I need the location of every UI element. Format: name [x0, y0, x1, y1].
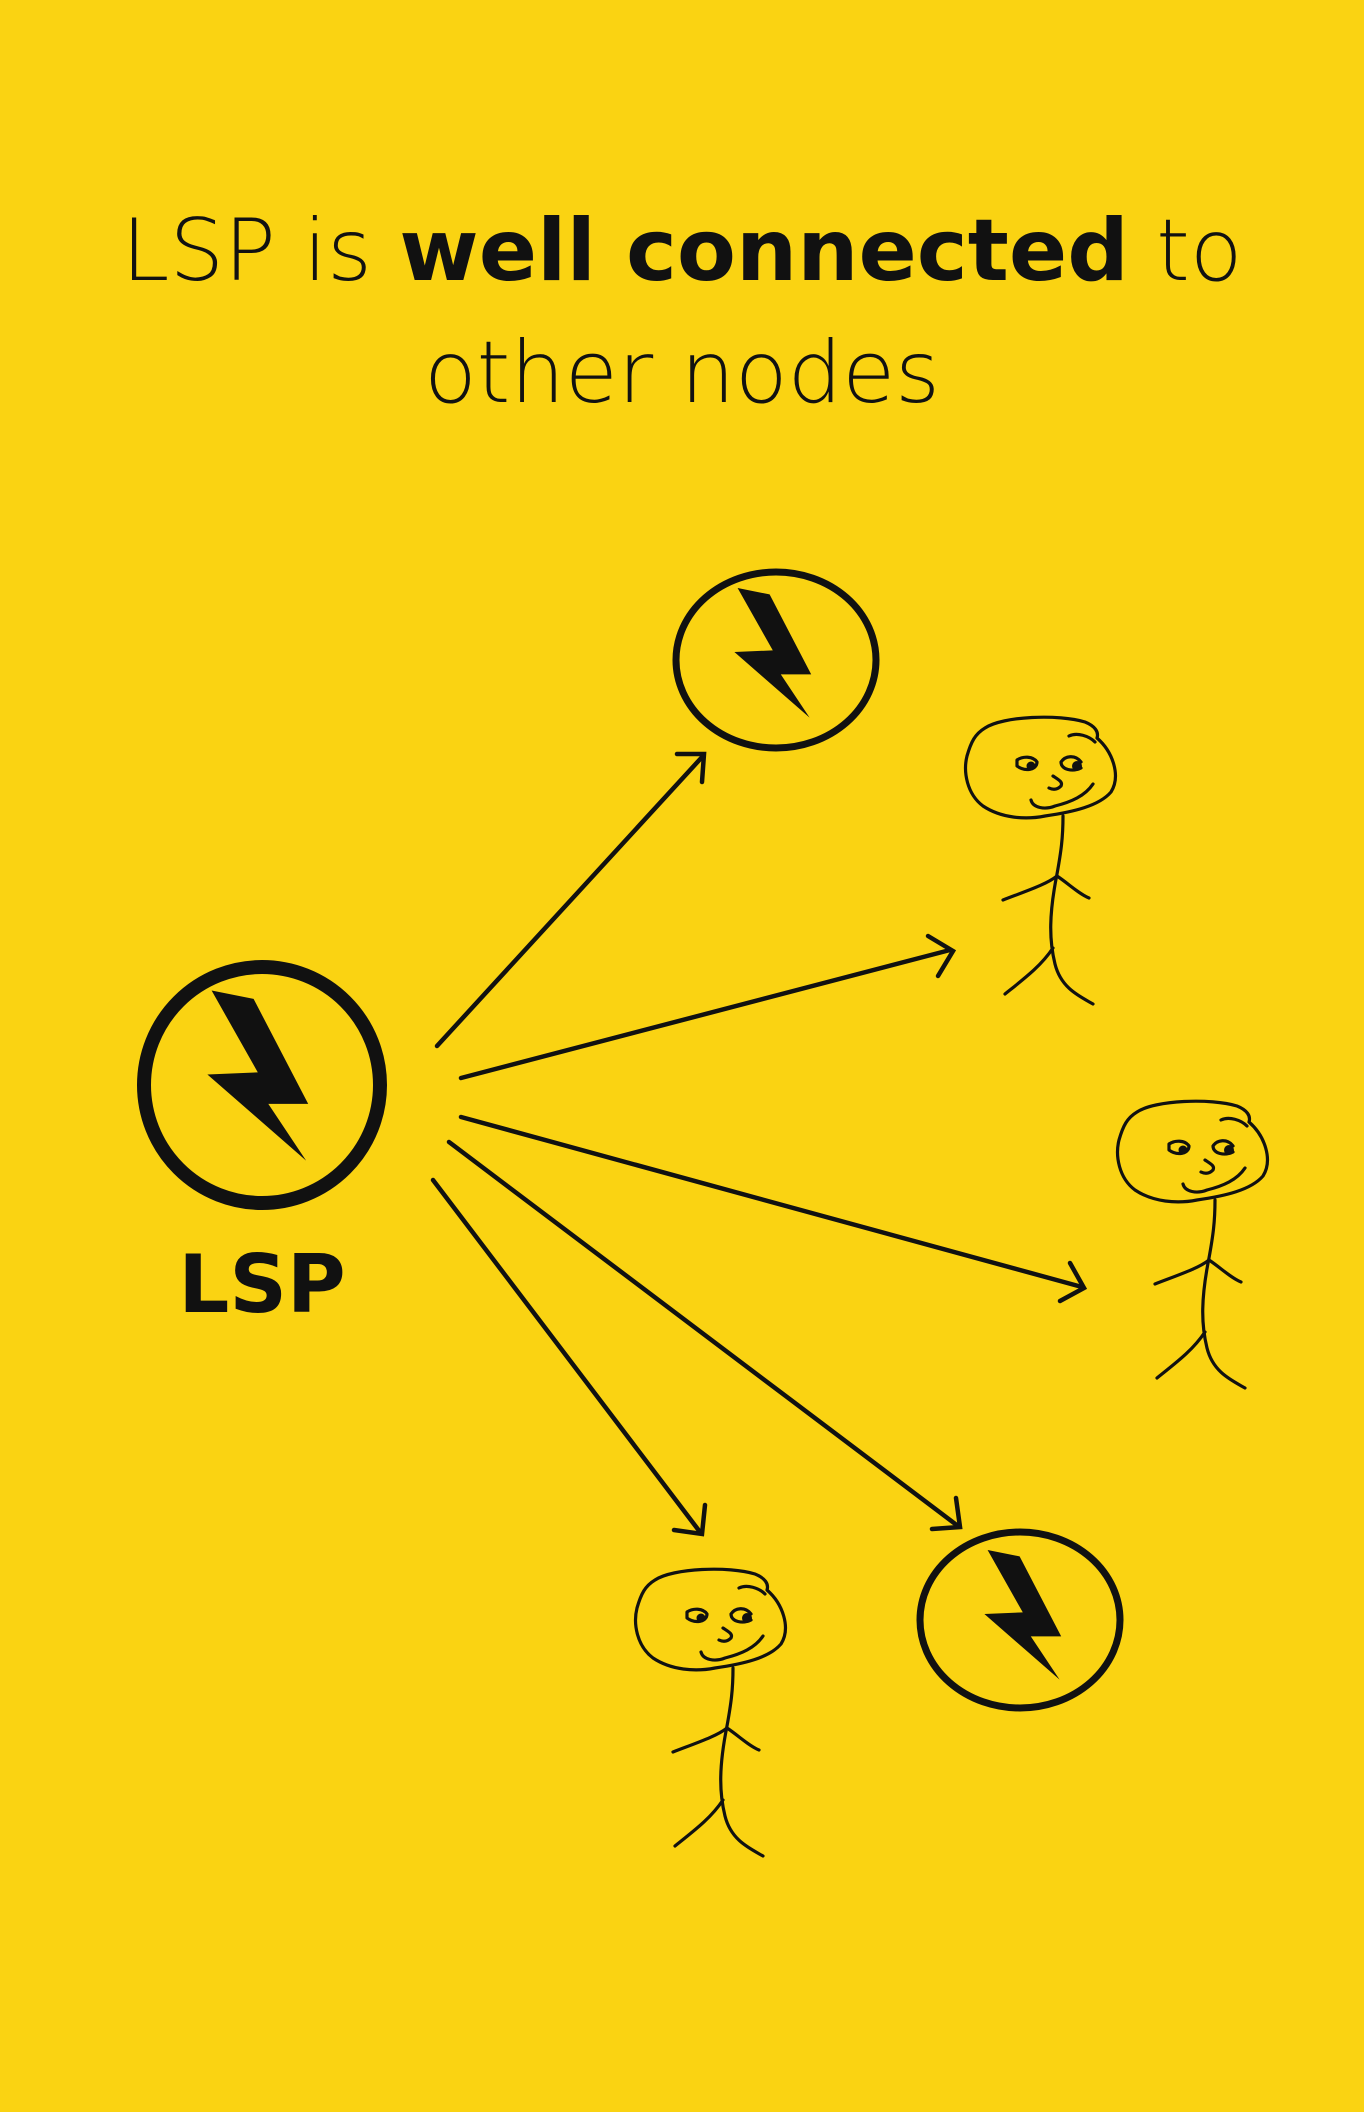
edge-to-node-3 [458, 1114, 1085, 1290]
person-node-2 [1115, 1099, 1270, 1390]
edge-to-node-1 [434, 753, 706, 1049]
node-circle [672, 568, 880, 752]
edge-to-node-2 [458, 947, 953, 1081]
edge-arrowhead [925, 933, 957, 979]
title-prefix: LSP is [121, 201, 372, 301]
edges [430, 751, 1088, 1537]
person-node-1 [963, 715, 1118, 1006]
stick-figure-icon [633, 1567, 788, 1858]
lightning-bolt-icon [207, 990, 309, 1161]
stick-figure-icon [963, 715, 1118, 1006]
edge-to-node-5 [430, 1177, 703, 1535]
edge-arrowhead [671, 1502, 708, 1537]
title-suffix: to [1156, 201, 1243, 301]
edge-arrowhead [674, 751, 707, 785]
edge-arrowhead [1057, 1260, 1088, 1304]
hub-node: LSP [137, 960, 387, 1331]
page-title: LSP is well connected to other nodes [0, 190, 1364, 434]
stick-figure-icon [1115, 1099, 1270, 1390]
lightning-bolt-icon [984, 1550, 1062, 1680]
person-node-3 [633, 1567, 788, 1858]
lightning-node-2 [916, 1528, 1124, 1712]
hub-label: LSP [178, 1238, 345, 1331]
lightning-bolt-icon [734, 588, 812, 718]
title-line-1: LSP is well connected to [0, 190, 1364, 312]
edge-to-node-4 [446, 1139, 961, 1529]
title-bold: well connected [399, 201, 1129, 301]
hub-circle [137, 960, 387, 1210]
edge-arrowhead [929, 1495, 963, 1532]
lightning-node-1 [672, 568, 880, 752]
node-circle [916, 1528, 1124, 1712]
title-line-2: other nodes [424, 323, 940, 423]
